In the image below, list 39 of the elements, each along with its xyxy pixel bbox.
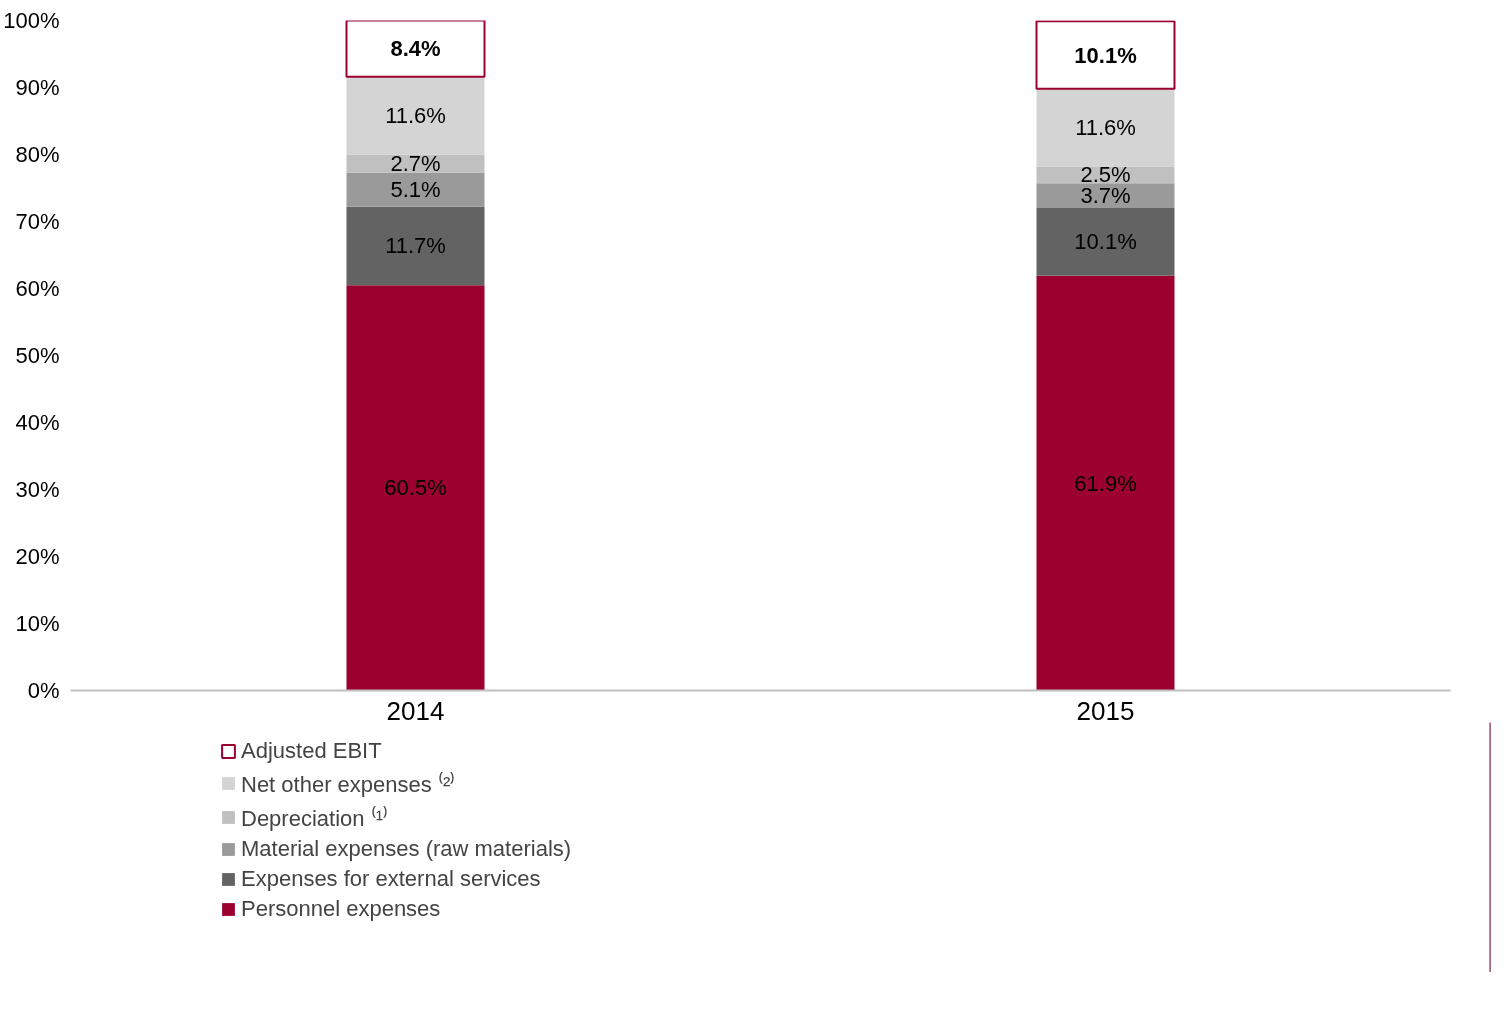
legend-label: Expenses for external services	[241, 866, 541, 892]
data-label: 60.5%	[384, 475, 447, 501]
data-label: 61.9%	[1074, 470, 1137, 496]
data-label: 10.1%	[1074, 42, 1137, 68]
legend-label: Material expenses (raw materials)	[241, 836, 572, 862]
data-label: 11.7%	[385, 233, 446, 259]
data-label: 11.6%	[385, 103, 446, 129]
data-label: 10.1%	[1074, 229, 1137, 255]
y-tick-label: 90%	[15, 75, 60, 100]
x-tick-label: 2014	[386, 695, 445, 726]
data-label: 5.1%	[390, 177, 441, 203]
y-tick-label: 100%	[3, 8, 60, 33]
bar	[345, 20, 486, 78]
bar	[346, 285, 485, 691]
y-tick-label: 40%	[15, 410, 60, 435]
legend-label: Personnel expenses	[241, 896, 441, 922]
data-label: 2.7%	[390, 151, 441, 177]
bar	[346, 206, 485, 286]
bar	[1036, 88, 1175, 167]
y-tick-label: 30%	[15, 477, 60, 502]
y-tick-label: 80%	[15, 142, 60, 167]
y-tick-label: 10%	[15, 611, 60, 636]
y-tick-label: 0%	[27, 678, 60, 703]
data-label: 11.6%	[1075, 115, 1136, 141]
y-tick-label: 20%	[15, 544, 60, 569]
legend-label: Net other expenses ⁽²⁾	[241, 771, 456, 798]
bar	[1035, 20, 1176, 90]
bar	[346, 172, 485, 207]
bar	[1036, 183, 1175, 209]
data-label: 8.4%	[390, 36, 441, 62]
bar	[346, 76, 485, 155]
bar	[1036, 208, 1175, 276]
legend-label: Depreciation ⁽¹⁾	[241, 805, 388, 832]
y-tick-label: 60%	[15, 276, 60, 301]
legend-label: Adjusted EBIT	[241, 738, 382, 764]
x-tick-label: 2015	[1076, 695, 1135, 726]
y-tick-label: 50%	[15, 343, 60, 368]
y-tick-label: 70%	[15, 209, 60, 234]
bar	[1036, 275, 1175, 691]
